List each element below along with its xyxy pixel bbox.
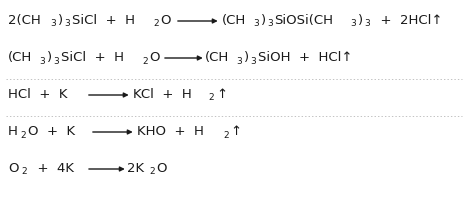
Text: 3: 3 <box>39 57 45 65</box>
Text: O: O <box>149 51 160 64</box>
Text: 2: 2 <box>223 131 229 139</box>
Text: ↑: ↑ <box>230 125 241 138</box>
Text: KCl  +  H: KCl + H <box>133 88 191 101</box>
Text: 2: 2 <box>21 131 26 139</box>
Text: (CH: (CH <box>222 14 246 27</box>
Text: O: O <box>156 162 167 175</box>
Text: O  +  K: O + K <box>28 125 75 138</box>
Text: 2: 2 <box>142 57 148 65</box>
Text: 3: 3 <box>53 57 59 65</box>
Text: HCl  +  K: HCl + K <box>8 88 67 101</box>
Text: O: O <box>160 14 171 27</box>
Text: ): ) <box>58 14 63 27</box>
Text: O: O <box>8 162 19 175</box>
Text: 2: 2 <box>209 94 214 102</box>
Text: 2: 2 <box>149 168 154 177</box>
Text: 3: 3 <box>365 20 371 28</box>
Text: 3: 3 <box>351 20 357 28</box>
Text: 2K: 2K <box>127 162 144 175</box>
Text: +  4K: + 4K <box>29 162 74 175</box>
Text: 2: 2 <box>153 20 159 28</box>
Text: SiOSi(CH: SiOSi(CH <box>275 14 334 27</box>
Text: 3: 3 <box>253 20 259 28</box>
Text: 3: 3 <box>250 57 256 65</box>
Text: 2: 2 <box>22 168 27 177</box>
Text: ): ) <box>261 14 266 27</box>
Text: +  2HCl↑: + 2HCl↑ <box>372 14 443 27</box>
Text: 3: 3 <box>50 20 56 28</box>
Text: KHO  +  H: KHO + H <box>137 125 204 138</box>
Text: ): ) <box>358 14 363 27</box>
Text: SiCl  +  H: SiCl + H <box>61 51 124 64</box>
Text: 3: 3 <box>267 20 273 28</box>
Text: ): ) <box>47 51 52 64</box>
Text: ): ) <box>243 51 249 64</box>
Text: SiCl  +  H: SiCl + H <box>72 14 135 27</box>
Text: ↑: ↑ <box>216 88 227 101</box>
Text: SiOH  +  HCl↑: SiOH + HCl↑ <box>257 51 352 64</box>
Text: (CH: (CH <box>205 51 229 64</box>
Text: 2(CH: 2(CH <box>8 14 41 27</box>
Text: 3: 3 <box>236 57 242 65</box>
Text: 3: 3 <box>64 20 70 28</box>
Text: (CH: (CH <box>8 51 32 64</box>
Text: H: H <box>8 125 18 138</box>
